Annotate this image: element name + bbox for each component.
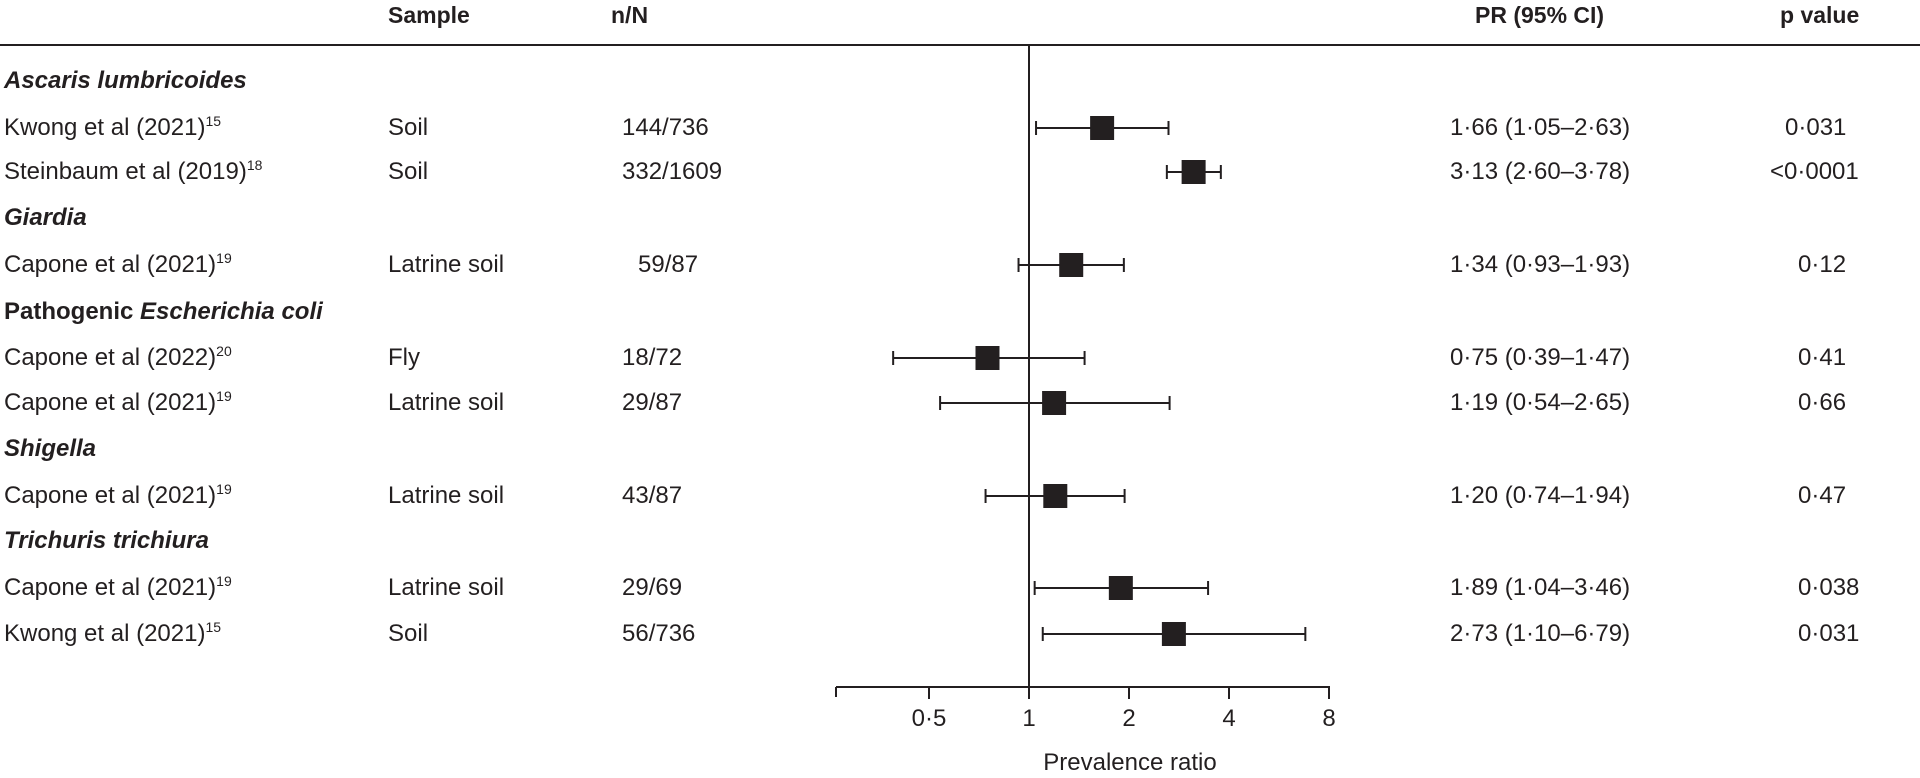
point-estimate bbox=[1161, 622, 1186, 646]
n-N-cell: 59/87 bbox=[638, 251, 699, 278]
point-estimate bbox=[1059, 253, 1084, 277]
p-cell: 0·031 bbox=[1798, 620, 1860, 647]
pr-cell: 1·66 (1·05–2·63) bbox=[1450, 114, 1631, 141]
n-N-cell: 18/72 bbox=[622, 344, 683, 371]
study-ref: 19 bbox=[216, 481, 232, 497]
study-ref: 19 bbox=[216, 388, 232, 404]
study-ref: 19 bbox=[216, 250, 232, 266]
header-pr-ci: PR (95% CI) bbox=[1475, 2, 1605, 28]
pr-cell: 0·75 (0·39–1·47) bbox=[1450, 344, 1631, 371]
table-row: Capone et al (2021)19 bbox=[4, 481, 232, 511]
table-row: Capone et al (2021)19 bbox=[4, 388, 232, 418]
p-cell: 0·47 bbox=[1798, 482, 1847, 509]
sample-cell: Fly bbox=[388, 344, 420, 371]
sample-cell: Soil bbox=[388, 620, 429, 647]
group-shigella: Shigella bbox=[4, 435, 97, 462]
table-row: Capone et al (2021)19 bbox=[4, 573, 232, 603]
x-tick-label: 2 bbox=[1122, 705, 1135, 732]
pr-cell: 2·73 (1·10–6·79) bbox=[1450, 620, 1631, 647]
table-row: Capone et al (2022)20 bbox=[4, 343, 232, 373]
group-giardia: Giardia bbox=[4, 204, 87, 231]
p-cell: 0·038 bbox=[1798, 574, 1860, 601]
study-label: Capone et al (2021) bbox=[4, 251, 217, 278]
x-tick-label: 8 bbox=[1322, 705, 1335, 732]
group-e-coli: Pathogenic Escherichia coli bbox=[4, 297, 323, 327]
study-label: Capone et al (2021) bbox=[4, 482, 217, 509]
study-ref: 18 bbox=[246, 157, 263, 173]
study-ref: 19 bbox=[216, 573, 232, 589]
pr-cell: 1·20 (0·74–1·94) bbox=[1450, 482, 1631, 509]
header-n-N: n/N bbox=[611, 2, 649, 28]
group-e-coli-plain: Pathogenic bbox=[4, 298, 141, 325]
table-row: Kwong et al (2021)15 bbox=[4, 113, 221, 143]
header-p-value: p value bbox=[1780, 2, 1860, 28]
sample-cell: Latrine soil bbox=[388, 251, 505, 278]
study-label: Kwong et al (2021) bbox=[4, 114, 206, 141]
p-cell: <0·0001 bbox=[1770, 158, 1859, 185]
x-tick-label: 4 bbox=[1222, 705, 1235, 732]
point-estimate bbox=[1090, 116, 1115, 140]
point-estimate bbox=[975, 346, 1000, 370]
header-sample: Sample bbox=[388, 2, 470, 28]
study-label: Capone et al (2021) bbox=[4, 574, 217, 601]
n-N-cell: 29/69 bbox=[622, 574, 683, 601]
x-axis-label: Prevalence ratio bbox=[1043, 749, 1216, 776]
study-label: Capone et al (2022) bbox=[4, 344, 217, 371]
pr-cell: 1·89 (1·04–3·46) bbox=[1450, 574, 1631, 601]
pr-cell: 3·13 (2·60–3·78) bbox=[1450, 158, 1631, 185]
point-estimate bbox=[1042, 391, 1067, 415]
table-row: Kwong et al (2021)15 bbox=[4, 619, 221, 649]
group-e-coli-italic: Escherichia coli bbox=[140, 298, 323, 325]
sample-cell: Latrine soil bbox=[388, 482, 505, 509]
point-estimate bbox=[1181, 160, 1206, 184]
point-estimate bbox=[1108, 576, 1133, 600]
sample-cell: Soil bbox=[388, 114, 429, 141]
table-row: Capone et al (2021)19 bbox=[4, 250, 232, 280]
point-estimate bbox=[1043, 484, 1068, 508]
n-N-cell: 29/87 bbox=[622, 389, 683, 416]
p-cell: 0·66 bbox=[1798, 389, 1847, 416]
pr-cell: 1·19 (0·54–2·65) bbox=[1450, 389, 1631, 416]
study-label: Steinbaum et al (2019) bbox=[4, 158, 247, 185]
study-label: Kwong et al (2021) bbox=[4, 620, 206, 647]
n-N-cell: 56/736 bbox=[622, 620, 696, 647]
study-ref: 15 bbox=[205, 113, 222, 129]
n-N-cell: 144/736 bbox=[622, 114, 709, 141]
study-ref: 20 bbox=[216, 343, 232, 359]
table-row: Steinbaum et al (2019)18 bbox=[4, 157, 262, 187]
study-label: Capone et al (2021) bbox=[4, 389, 217, 416]
sample-cell: Soil bbox=[388, 158, 429, 185]
study-ref: 15 bbox=[205, 619, 222, 635]
n-N-cell: 43/87 bbox=[622, 482, 683, 509]
group-trichuris: Trichuris trichiura bbox=[4, 527, 209, 554]
x-tick-label: 0·5 bbox=[912, 705, 947, 732]
p-cell: 0·12 bbox=[1798, 251, 1847, 278]
group-ascaris: Ascaris lumbricoides bbox=[4, 67, 247, 94]
sample-cell: Latrine soil bbox=[388, 574, 505, 601]
header-rule bbox=[0, 44, 1920, 46]
p-cell: 0·41 bbox=[1798, 344, 1847, 371]
pr-cell: 1·34 (0·93–1·93) bbox=[1450, 251, 1631, 278]
x-tick-label: 1 bbox=[1022, 705, 1035, 732]
n-N-cell: 332/1609 bbox=[622, 158, 723, 185]
sample-cell: Latrine soil bbox=[388, 389, 505, 416]
p-cell: 0·031 bbox=[1785, 114, 1847, 141]
